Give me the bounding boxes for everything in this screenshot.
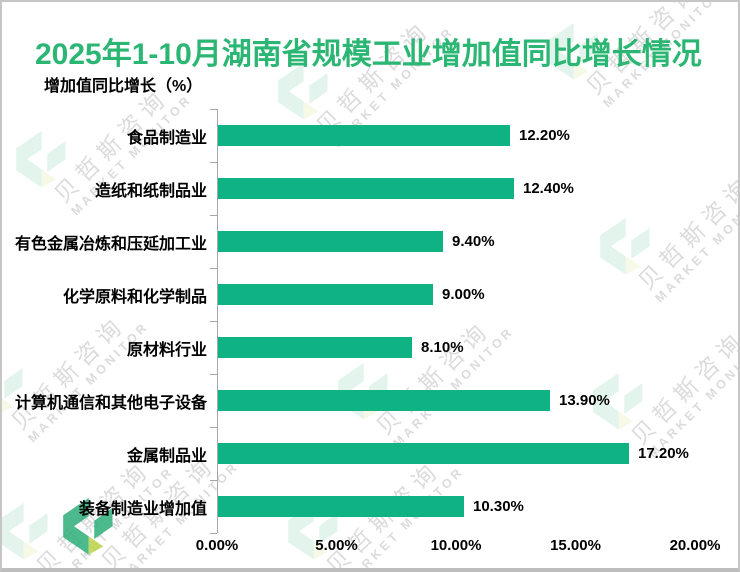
axis-tick (210, 162, 217, 163)
x-tick-label: 15.00% (550, 537, 601, 554)
bar (218, 390, 550, 411)
x-tick-label: 10.00% (430, 537, 482, 554)
category-label: 计算机通信和其他电子设备 (14, 394, 207, 412)
axis-tick (210, 533, 217, 534)
value-label: 10.30% (473, 498, 524, 515)
axis-tick (210, 374, 217, 375)
axis-tick (210, 268, 217, 269)
chart-title: 2025年1-10月湖南省规模工业增加值同比增长情况 (35, 38, 702, 72)
bar (218, 284, 433, 305)
brand-logo-icon (594, 217, 652, 281)
category-label: 化学原料和化学制品 (62, 288, 207, 306)
axis-title: 增加值同比增长（%） (44, 78, 203, 95)
category-label: 食品制造业 (126, 129, 207, 147)
category-label: 有色金属冶炼和压延加工业 (14, 235, 207, 253)
bar (218, 231, 443, 252)
axis-tick (210, 109, 217, 110)
x-tick-label: 5.00% (315, 537, 358, 554)
value-label: 12.40% (523, 180, 574, 197)
value-label: 17.20% (638, 445, 689, 462)
category-label: 造纸和纸制品业 (94, 182, 207, 200)
watermark-text-cn: 贝哲斯咨询 (626, 325, 740, 450)
category-axis-line (217, 109, 218, 533)
axis-tick (210, 480, 217, 481)
watermark-text-cn: 贝哲斯咨询 (371, 315, 496, 440)
axis-tick (210, 321, 217, 322)
x-tick-label: 20.00% (669, 537, 721, 554)
value-label: 12.20% (519, 127, 570, 144)
bar (218, 496, 464, 517)
bar (218, 125, 510, 146)
x-tick-label: 0.00% (195, 537, 239, 554)
axis-tick (210, 427, 217, 428)
bar (218, 443, 629, 464)
value-label: 9.40% (452, 233, 495, 250)
value-label: 13.90% (559, 392, 610, 409)
axis-tick (210, 215, 217, 216)
watermark-text-cn: 贝哲斯咨询 (633, 170, 740, 295)
watermark-text-en: MARKET MONITOR (340, 464, 467, 572)
watermark-text-en: MARKET MONITOR (652, 179, 740, 306)
category-label: 装备制造业增加值 (78, 500, 207, 518)
category-label: 原材料行业 (126, 341, 207, 359)
category-label: 金属制品业 (126, 447, 207, 465)
value-label: 8.10% (421, 339, 464, 356)
bar (218, 337, 412, 358)
value-label: 9.00% (442, 286, 485, 303)
bar (218, 178, 514, 199)
